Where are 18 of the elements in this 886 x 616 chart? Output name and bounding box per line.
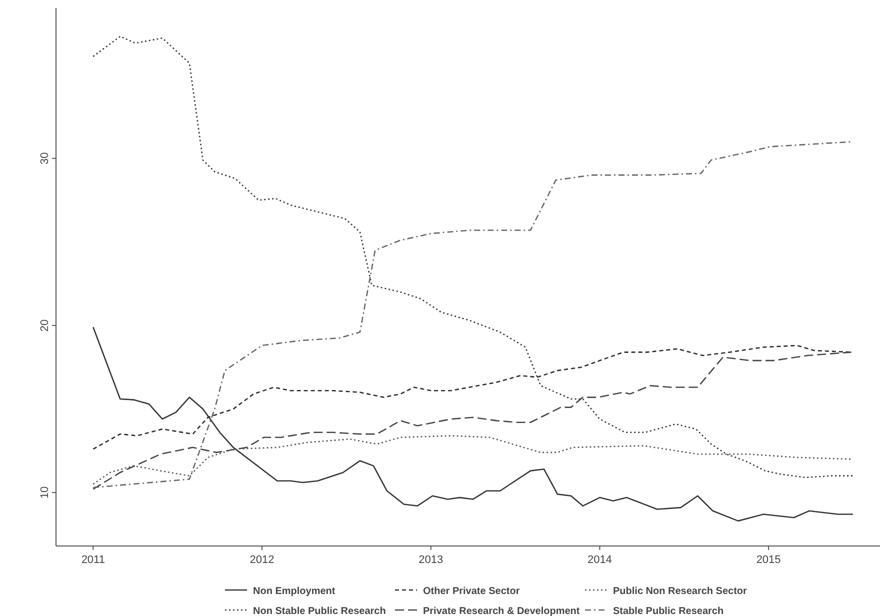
y-tick-label: 10 [39, 486, 51, 499]
x-tick-label: 2011 [81, 554, 105, 566]
line-series [92, 326, 854, 522]
y-tick-label: 20 [39, 319, 51, 332]
y-tick-label: 30 [39, 152, 51, 164]
legend-label: Public Non Research Sector [613, 586, 748, 597]
legend-label: Stable Public Research [613, 606, 724, 616]
x-tick-label: 2013 [418, 554, 444, 566]
legend-label: Non Employment [253, 586, 336, 597]
legend-label: Other Private Sector [423, 586, 520, 597]
x-tick-label: 2015 [756, 554, 781, 566]
line-series [92, 352, 852, 490]
x-tick-label: 2012 [250, 554, 274, 566]
legend-label: Non Stable Public Research [253, 606, 386, 616]
x-tick-label: 2014 [587, 554, 612, 566]
line-series [92, 36, 854, 478]
legend-label: Private Research & Development [423, 606, 580, 616]
line-series [92, 435, 852, 485]
